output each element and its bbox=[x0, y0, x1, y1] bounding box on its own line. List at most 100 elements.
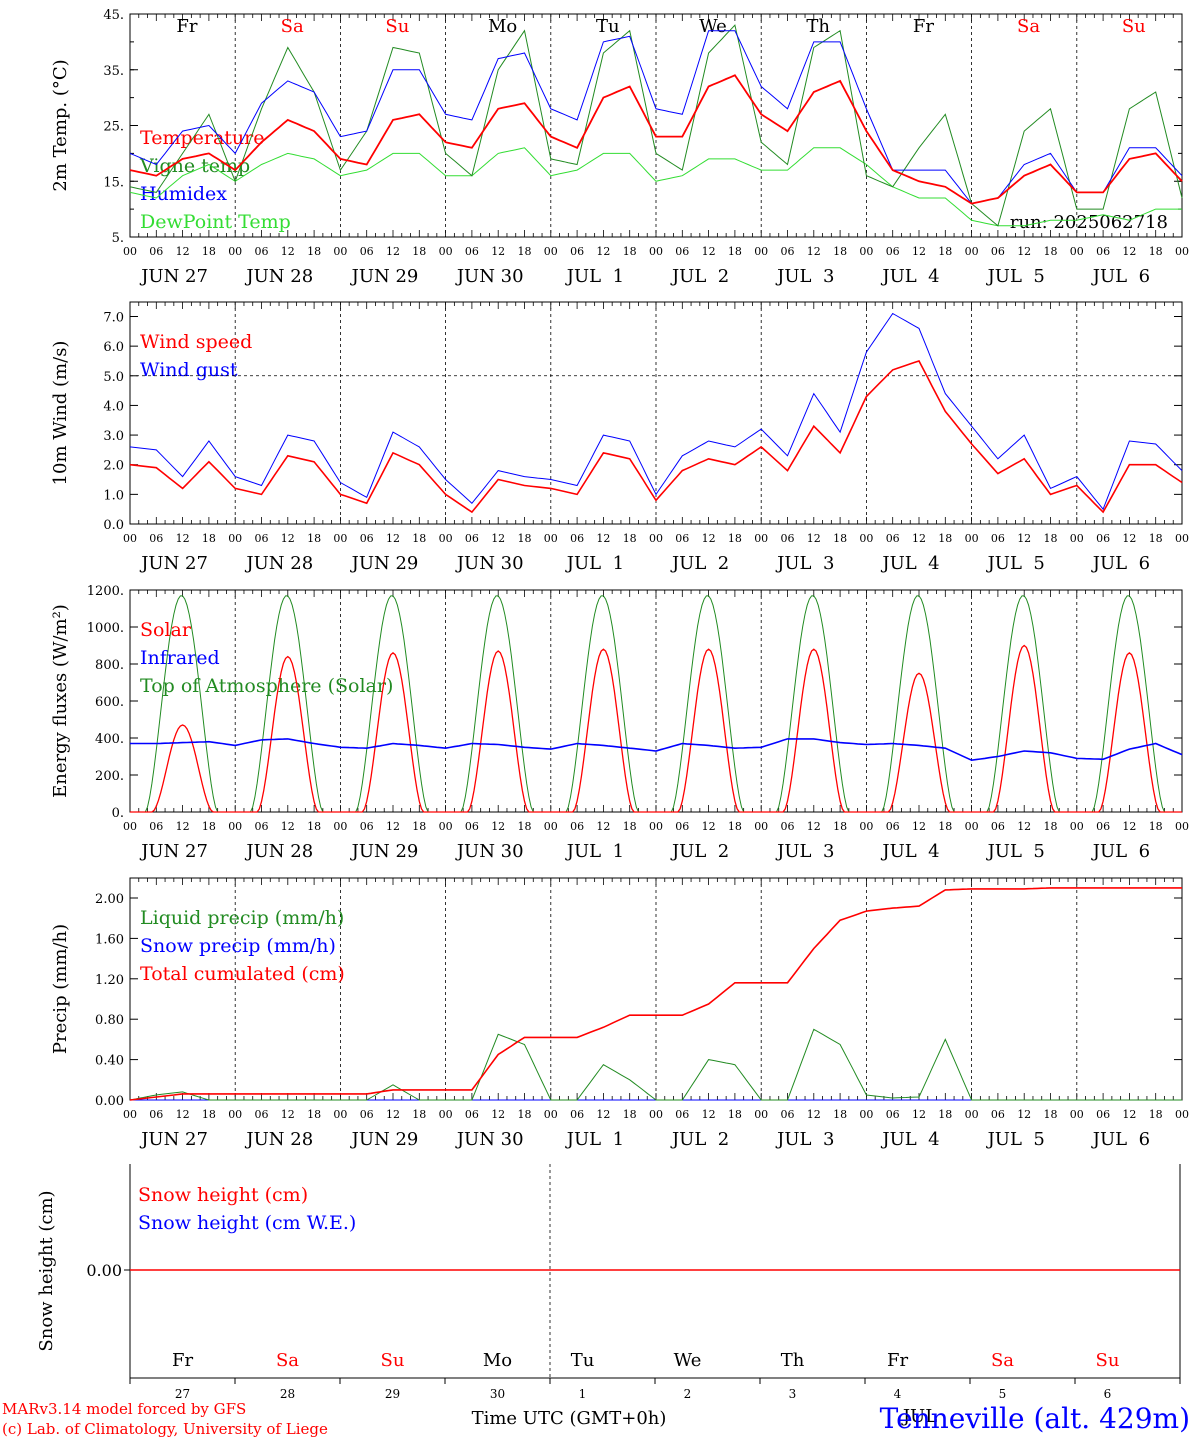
hour-label: 18 bbox=[518, 1108, 532, 1121]
run-label: run: 2025062718 bbox=[1010, 212, 1168, 233]
hour-label: 06 bbox=[149, 1108, 163, 1121]
hour-label: 12 bbox=[1017, 820, 1031, 833]
hour-label: 00 bbox=[754, 1108, 768, 1121]
date-label: JUL 1 bbox=[565, 841, 624, 862]
hour-label: 06 bbox=[465, 1108, 479, 1121]
hour-label: 12 bbox=[912, 532, 926, 545]
hour-label: 18 bbox=[202, 245, 216, 258]
hour-label: 18 bbox=[623, 1108, 637, 1121]
panel-2: 7.0 6.0 5.0 4.0 3.0 2.0 1.0 0.0 10m Wind (m/s) 00… bbox=[50, 301, 1189, 574]
hour-label: 00 bbox=[333, 245, 347, 258]
date-label: JUN 29 bbox=[350, 1129, 419, 1150]
date-label: JUL 6 bbox=[1091, 553, 1150, 574]
hour-label: 00 bbox=[1175, 820, 1189, 833]
hour-label: 12 bbox=[491, 532, 505, 545]
date-label: JUL 5 bbox=[986, 841, 1045, 862]
date-label: JUL 6 bbox=[1091, 266, 1150, 287]
hour-label: 06 bbox=[886, 820, 900, 833]
hour-label: 18 bbox=[518, 820, 532, 833]
hour-label: 18 bbox=[307, 820, 321, 833]
station-label: Tenneville (alt. 429m) bbox=[880, 1402, 1190, 1435]
hour-label: 00 bbox=[1175, 245, 1189, 258]
date-label: JUL 4 bbox=[880, 266, 939, 287]
hour-label: 18 bbox=[938, 245, 952, 258]
series-wind-gust bbox=[129, 312, 1183, 511]
hour-label: 00 bbox=[965, 532, 979, 545]
day-label: Su bbox=[1122, 16, 1146, 37]
hour-label: 18 bbox=[307, 532, 321, 545]
date-label: JUL 1 bbox=[565, 1129, 624, 1150]
y-tick-label: 0.00 bbox=[86, 1261, 122, 1280]
hour-label: 12 bbox=[281, 532, 295, 545]
y-tick-label: 1.60 bbox=[95, 932, 124, 947]
date-label: JUN 30 bbox=[455, 841, 524, 862]
date-label: JUN 29 bbox=[350, 841, 419, 862]
hour-label: 06 bbox=[360, 532, 374, 545]
date-label: JUN 28 bbox=[244, 553, 313, 574]
y-tick-label: 35. bbox=[103, 64, 124, 79]
hour-label: 18 bbox=[518, 245, 532, 258]
day-label: Sa bbox=[1017, 16, 1040, 37]
hour-label: 00 bbox=[544, 245, 558, 258]
hour-label: 12 bbox=[596, 820, 610, 833]
hour-label: 18 bbox=[1149, 820, 1163, 833]
date-label: JUN 29 bbox=[350, 553, 419, 574]
y-tick-label: 0.00 bbox=[95, 1094, 124, 1109]
series-solar bbox=[130, 644, 1182, 813]
hour-label: 00 bbox=[544, 532, 558, 545]
hour-label: 00 bbox=[123, 532, 137, 545]
y-tick-label: 25. bbox=[103, 120, 124, 135]
hour-label: 06 bbox=[886, 532, 900, 545]
hour-label: 12 bbox=[491, 820, 505, 833]
panel-5: 0.00 Snow height (cm) Snow height (cm) Snow… bbox=[36, 1164, 1181, 1427]
hour-label: 00 bbox=[123, 1108, 137, 1121]
hour-label: 06 bbox=[255, 820, 269, 833]
y-tick-label: 2.0 bbox=[103, 459, 124, 474]
day-label: Fr bbox=[887, 1350, 908, 1371]
hour-label: 18 bbox=[833, 1108, 847, 1121]
date-label: JUL 4 bbox=[880, 553, 939, 574]
legend-top-of-atmosphere-solar-: Top of Atmosphere (Solar) bbox=[140, 675, 393, 697]
hour-label: 00 bbox=[228, 532, 242, 545]
legend-wind-gust: Wind gust bbox=[140, 359, 238, 381]
legend-liquid-precip-mm-h-: Liquid precip (mm/h) bbox=[140, 907, 344, 929]
hour-label: 06 bbox=[991, 245, 1005, 258]
date-label: JUL 3 bbox=[775, 841, 834, 862]
hour-label: 06 bbox=[570, 245, 584, 258]
hour-label: 12 bbox=[912, 245, 926, 258]
hour-label: 06 bbox=[570, 1108, 584, 1121]
hour-label: 18 bbox=[1149, 245, 1163, 258]
y-tick-label: 800. bbox=[95, 658, 124, 673]
hour-label: 18 bbox=[412, 1108, 426, 1121]
hour-label: 06 bbox=[255, 532, 269, 545]
hour-label: 00 bbox=[649, 820, 663, 833]
hour-label: 06 bbox=[781, 1108, 795, 1121]
hour-label: 06 bbox=[570, 820, 584, 833]
hour-label: 18 bbox=[833, 532, 847, 545]
hour-label: 00 bbox=[333, 532, 347, 545]
hour-label: 18 bbox=[1044, 1108, 1058, 1121]
y-tick-label: 1.0 bbox=[103, 488, 124, 503]
hour-label: 00 bbox=[1175, 1108, 1189, 1121]
hour-label: 18 bbox=[202, 532, 216, 545]
y-tick-label: 7.0 bbox=[103, 311, 124, 326]
hour-label: 12 bbox=[176, 1108, 190, 1121]
day-number: 5 bbox=[999, 1387, 1007, 1401]
hour-label: 12 bbox=[491, 245, 505, 258]
day-label: Sa bbox=[276, 1350, 299, 1371]
date-label: JUL 6 bbox=[1091, 841, 1150, 862]
hour-label: 00 bbox=[123, 245, 137, 258]
series-dewpoint-temp bbox=[129, 147, 1182, 227]
hour-label: 12 bbox=[912, 1108, 926, 1121]
date-label: JUN 30 bbox=[455, 266, 524, 287]
hour-label: 00 bbox=[439, 532, 453, 545]
date-label: JUN 28 bbox=[244, 266, 313, 287]
date-label: JUL 4 bbox=[880, 841, 939, 862]
hour-label: 18 bbox=[412, 532, 426, 545]
y-axis-label: 10m Wind (m/s) bbox=[50, 341, 71, 486]
hour-label: 00 bbox=[649, 1108, 663, 1121]
hour-label: 00 bbox=[228, 245, 242, 258]
day-number: 6 bbox=[1104, 1387, 1112, 1401]
hour-label: 12 bbox=[807, 532, 821, 545]
hour-label: 00 bbox=[1070, 532, 1084, 545]
